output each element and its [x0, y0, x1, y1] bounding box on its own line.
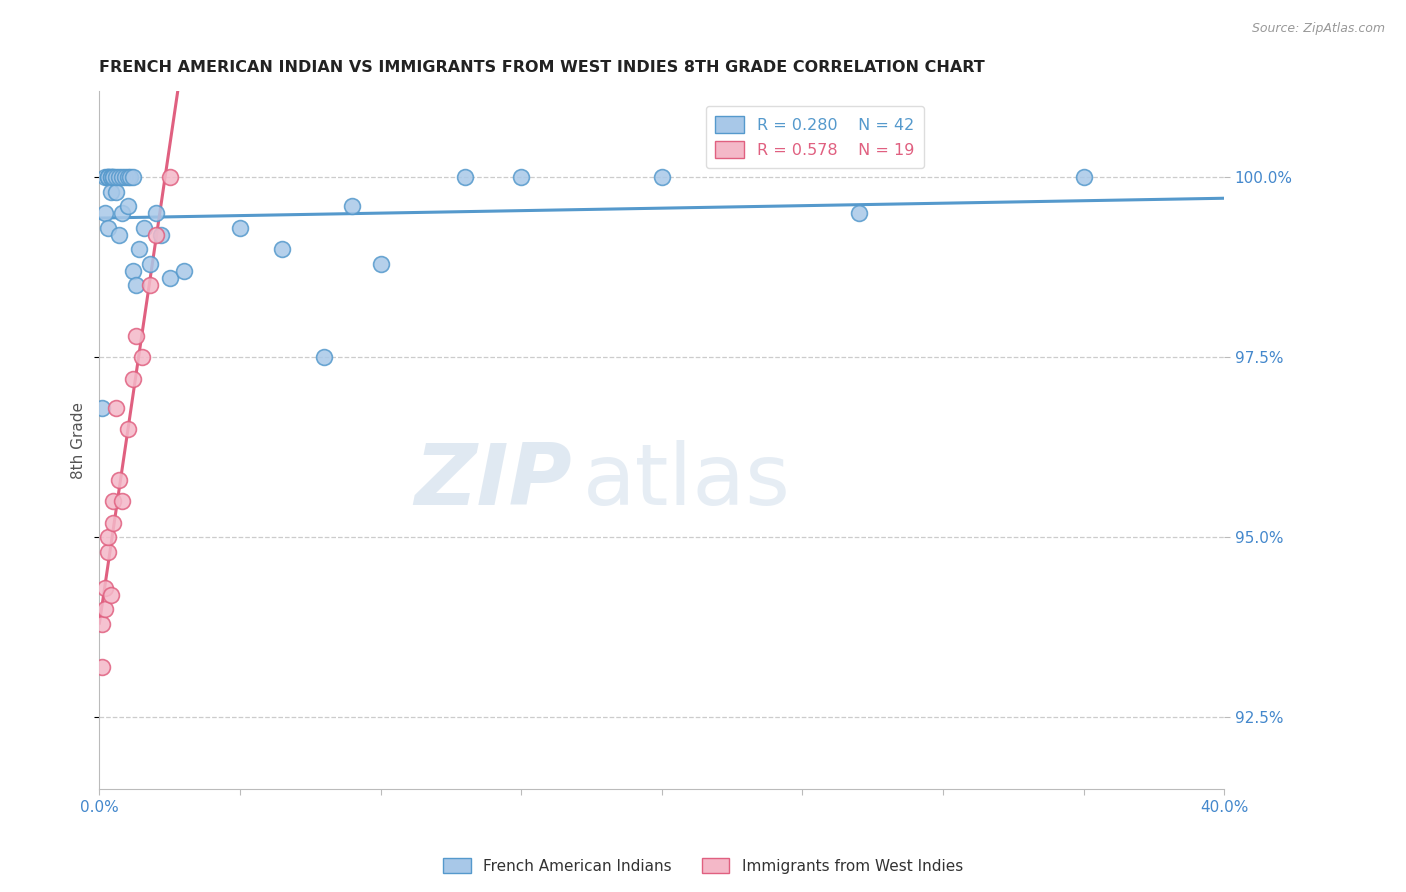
- Point: [111, 206, 134, 220]
- Point: [117, 170, 139, 185]
- Point: [120, 170, 142, 185]
- Point: [139, 278, 162, 293]
- Point: [370, 257, 392, 271]
- Point: [159, 170, 181, 185]
- Point: [108, 473, 131, 487]
- Legend: French American Indians, Immigrants from West Indies: French American Indians, Immigrants from…: [437, 852, 969, 880]
- Point: [94, 206, 117, 220]
- Point: [145, 227, 167, 242]
- Point: [97, 170, 120, 185]
- Point: [91, 660, 114, 674]
- Text: FRENCH AMERICAN INDIAN VS IMMIGRANTS FROM WEST INDIES 8TH GRADE CORRELATION CHAR: FRENCH AMERICAN INDIAN VS IMMIGRANTS FRO…: [100, 60, 986, 75]
- Point: [131, 351, 153, 365]
- Point: [100, 185, 122, 199]
- Point: [97, 220, 120, 235]
- Point: [97, 170, 120, 185]
- Y-axis label: 8th Grade: 8th Grade: [72, 401, 86, 479]
- Point: [103, 170, 125, 185]
- Point: [117, 422, 139, 436]
- Point: [122, 264, 145, 278]
- Point: [848, 206, 870, 220]
- Point: [114, 170, 136, 185]
- Point: [134, 220, 156, 235]
- Point: [128, 243, 150, 257]
- Point: [94, 581, 117, 595]
- Point: [117, 199, 139, 213]
- Legend: R = 0.280    N = 42, R = 0.578    N = 19: R = 0.280 N = 42, R = 0.578 N = 19: [706, 106, 924, 168]
- Point: [139, 257, 162, 271]
- Point: [97, 170, 120, 185]
- Point: [1073, 170, 1095, 185]
- Point: [105, 185, 128, 199]
- Point: [510, 170, 533, 185]
- Point: [108, 170, 131, 185]
- Point: [111, 170, 134, 185]
- Point: [94, 602, 117, 616]
- Point: [651, 170, 673, 185]
- Point: [108, 227, 131, 242]
- Point: [100, 170, 122, 185]
- Point: [111, 494, 134, 508]
- Point: [94, 170, 117, 185]
- Point: [105, 401, 128, 415]
- Point: [454, 170, 477, 185]
- Point: [91, 616, 114, 631]
- Point: [100, 588, 122, 602]
- Point: [145, 206, 167, 220]
- Point: [125, 328, 148, 343]
- Point: [103, 170, 125, 185]
- Point: [97, 530, 120, 544]
- Text: ZIP: ZIP: [415, 441, 572, 524]
- Point: [100, 170, 122, 185]
- Point: [91, 401, 114, 415]
- Point: [103, 494, 125, 508]
- Point: [173, 264, 195, 278]
- Point: [97, 544, 120, 558]
- Point: [150, 227, 173, 242]
- Point: [122, 372, 145, 386]
- Point: [105, 170, 128, 185]
- Point: [229, 220, 252, 235]
- Text: atlas: atlas: [583, 441, 792, 524]
- Point: [122, 170, 145, 185]
- Point: [103, 516, 125, 530]
- Point: [342, 199, 364, 213]
- Point: [159, 271, 181, 285]
- Point: [271, 243, 294, 257]
- Point: [314, 351, 336, 365]
- Point: [125, 278, 148, 293]
- Text: Source: ZipAtlas.com: Source: ZipAtlas.com: [1251, 22, 1385, 36]
